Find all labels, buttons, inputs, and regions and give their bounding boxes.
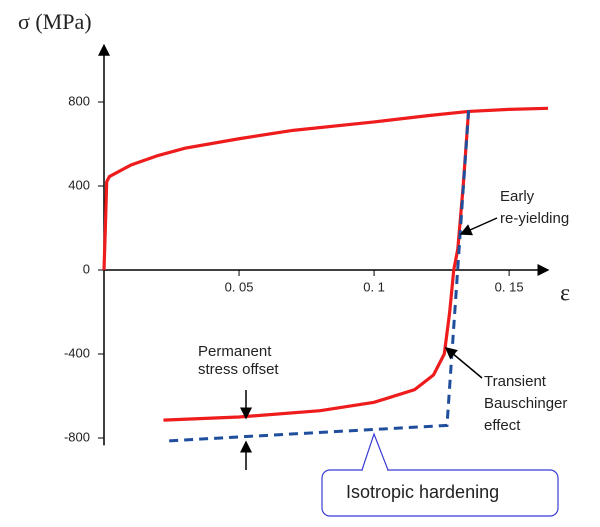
annotation: Early (500, 188, 535, 205)
y-axis-label: σ (MPa) (18, 9, 92, 34)
series-line (102, 106, 549, 271)
annotation: Permanent (198, 343, 272, 360)
x-axis-label: ε (560, 281, 570, 307)
y-tick-label: 400 (68, 177, 90, 192)
annotation: Isotropic hardening (346, 482, 499, 502)
y-tick-label: 0 (83, 261, 90, 276)
y-tick-label: -800 (64, 429, 90, 444)
annotation: re-yielding (500, 210, 569, 227)
annotation: stress offset (198, 361, 279, 378)
x-tick-label: 0. 1 (363, 279, 385, 294)
x-tick-label: 0. 15 (495, 279, 524, 294)
series-line (163, 110, 471, 443)
arrow (459, 217, 498, 236)
callout-box (321, 469, 559, 517)
annotation: Transient (484, 373, 547, 390)
annotation: effect (484, 417, 521, 434)
callout-pointer (361, 432, 389, 471)
y-tick-label: -400 (64, 345, 90, 360)
arrow (444, 347, 483, 379)
annotation: Bauschinger (484, 395, 567, 412)
y-tick-label: 800 (68, 93, 90, 108)
x-tick-label: 0. 05 (225, 279, 254, 294)
